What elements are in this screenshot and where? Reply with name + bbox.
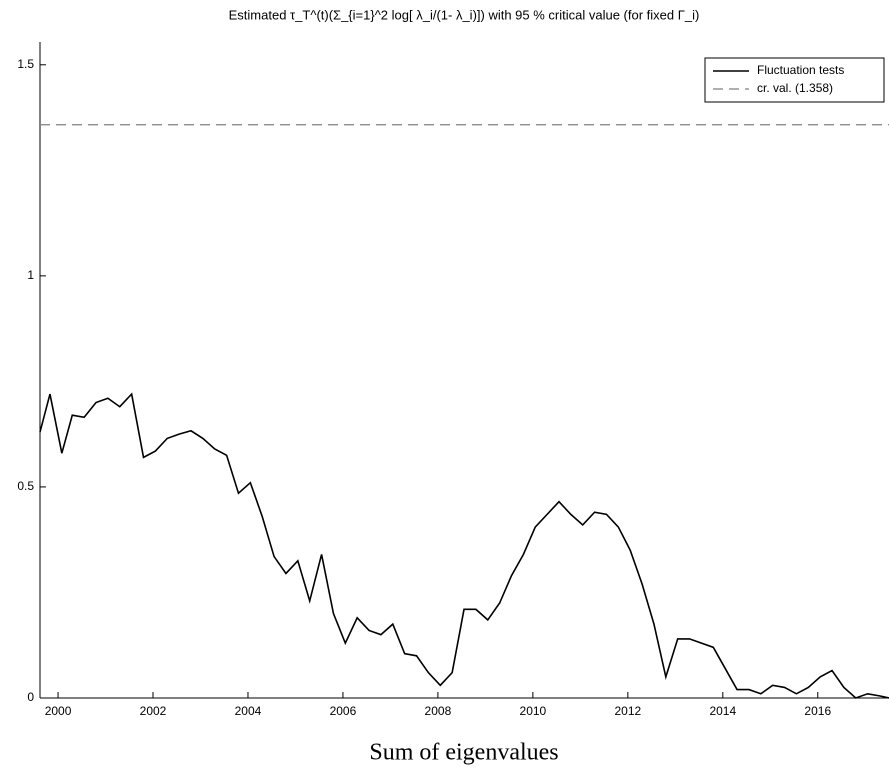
x-tick-label: 2008 (425, 704, 452, 718)
x-tick-label: 2002 (140, 704, 167, 718)
x-axis-label: Sum of eigenvalues (369, 740, 558, 766)
y-tick-label: 1 (27, 268, 34, 282)
legend-label: Fluctuation tests (757, 63, 844, 77)
chart-title: Estimated τ_T^(t)(Σ_{i=1}^2 log[ λ_i/(1-… (229, 7, 700, 22)
x-tick-label: 2012 (614, 704, 641, 718)
x-tick-label: 2004 (235, 704, 262, 718)
data-line (39, 392, 889, 699)
legend-box (704, 57, 885, 103)
legend-label: cr. val. (1.358) (757, 81, 833, 95)
x-tick-label: 2016 (804, 704, 831, 718)
x-tick-label: 2006 (330, 704, 357, 718)
x-tick-label: 2010 (520, 704, 547, 718)
y-tick-label: 0.5 (17, 479, 34, 493)
y-tick-label: 1.5 (17, 57, 34, 71)
x-tick-label: 2014 (709, 704, 736, 718)
y-tick-label: 0 (27, 690, 34, 704)
x-tick-label: 2000 (45, 704, 72, 718)
